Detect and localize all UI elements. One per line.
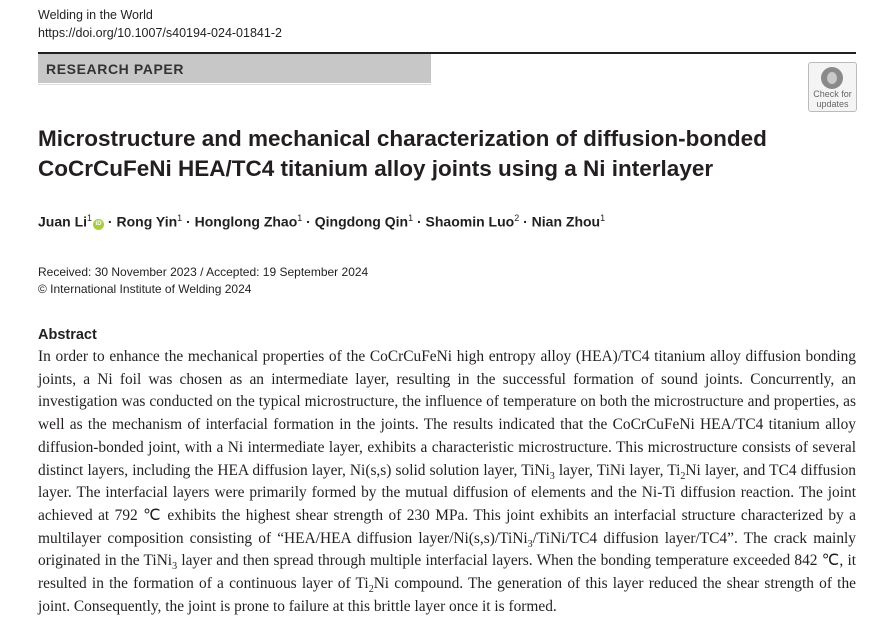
paper-title: Microstructure and mechanical characteri…	[38, 126, 767, 181]
author-name[interactable]: Qingdong Qin	[314, 213, 409, 230]
abstract-segment: Ni compound. The generation of this laye…	[38, 575, 856, 615]
banner-underline	[38, 84, 431, 85]
abstract-segment: Ni layer, and TC4 diffusion layer. The i…	[38, 461, 856, 547]
subscript: 3	[549, 470, 555, 482]
author-separator: ·	[413, 213, 426, 230]
author-list: Juan Li1iD · Rong Yin1 · Honglong Zhao1 …	[38, 213, 605, 230]
check-for-updates-button[interactable]: Check for updates	[808, 62, 857, 112]
abstract-segment: /TiNi/TC4 diffusion layer/TC4”. The crac…	[38, 529, 856, 570]
author-affiliation: 1	[87, 213, 93, 223]
abstract-segment: In order to enhance the mechanical prope…	[38, 348, 856, 479]
author-separator: ·	[302, 213, 315, 230]
author-name[interactable]: Shaomin Luo	[425, 213, 515, 230]
author-affiliation: 1	[600, 213, 606, 223]
doi-link[interactable]: https://doi.org/10.1007/s40194-024-01841…	[38, 26, 282, 40]
author-separator: ·	[182, 213, 195, 230]
author-separator: ·	[519, 213, 532, 230]
abstract-segment: layer, TiNi layer, Ti	[554, 461, 681, 479]
subscript: 3	[527, 538, 533, 550]
publication-info: Received: 30 November 2023 / Accepted: 1…	[38, 264, 368, 298]
author-name[interactable]: Rong Yin	[116, 213, 178, 230]
check-updates-line1: Check for	[813, 89, 852, 99]
received-accepted-dates: Received: 30 November 2023 / Accepted: 1…	[38, 265, 369, 279]
journal-name: Welding in the World	[38, 8, 153, 22]
journal-header: Welding in the World https://doi.org/10.…	[38, 6, 282, 42]
check-updates-line2: updates	[816, 98, 849, 109]
article-type: RESEARCH PAPER	[46, 61, 185, 77]
abstract-heading: Abstract	[38, 327, 97, 343]
crossmark-icon	[821, 67, 843, 89]
author-affiliation: 1	[297, 213, 303, 223]
copyright: © International Institute of Welding 202…	[38, 282, 252, 296]
article-type-banner: RESEARCH PAPER	[38, 54, 431, 83]
header-rule	[38, 52, 856, 54]
abstract-text: In order to enhance the mechanical prope…	[38, 346, 856, 618]
author-name[interactable]: Juan Li	[38, 213, 88, 230]
subscript: 3	[172, 561, 178, 573]
subscript: 2	[368, 584, 374, 596]
orcid-icon[interactable]: iD	[93, 218, 105, 230]
author-affiliation: 1	[408, 213, 414, 223]
subscript: 2	[680, 470, 686, 482]
author-name[interactable]: Honglong Zhao	[194, 213, 298, 230]
author-affiliation: 1	[177, 213, 183, 223]
author-affiliation: 2	[514, 213, 520, 223]
author-separator: ·	[104, 213, 117, 230]
author-name[interactable]: Nian Zhou	[531, 213, 601, 230]
abstract-segment: layer and then spread through multiple i…	[38, 552, 857, 593]
